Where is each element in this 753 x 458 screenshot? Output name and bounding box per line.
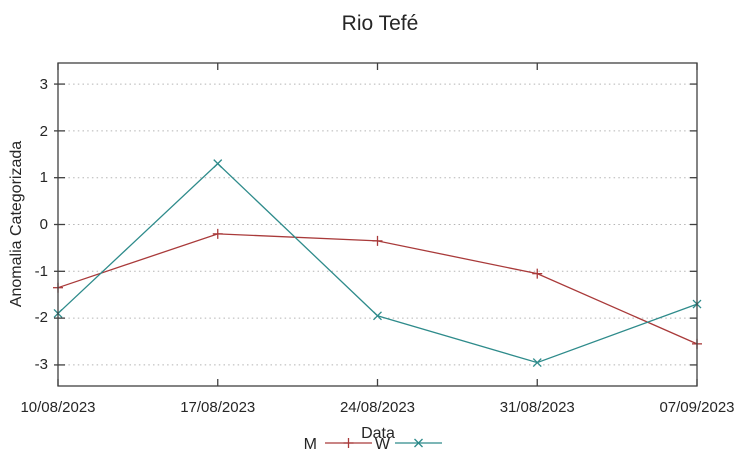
y-tick-label: 0 [40, 216, 48, 233]
y-tick-label: 3 [40, 76, 48, 93]
legend-label-w: W [375, 436, 391, 453]
legend-marker-w [414, 438, 423, 448]
x-tick-label: 10/08/2023 [20, 399, 95, 416]
y-tick-label: -3 [35, 356, 48, 373]
y-tick-label: -1 [35, 263, 48, 280]
series-line-w [57, 162, 698, 364]
data-point-w-1 [213, 159, 223, 169]
chart-geometry [53, 62, 702, 448]
x-tick-label: 31/08/2023 [500, 399, 575, 416]
x-tick-label: 17/08/2023 [180, 399, 255, 416]
series-line-m [57, 233, 698, 345]
x-axis-label: Data [361, 425, 395, 442]
data-point-w-3 [532, 358, 542, 368]
data-point-w-2 [373, 311, 382, 321]
x-tick-label: 07/09/2023 [659, 399, 734, 416]
y-tick-label: -2 [35, 309, 48, 326]
y-tick-label: 1 [40, 169, 48, 186]
y-tick-label: 2 [40, 123, 48, 140]
chart-title: Rio Tefé [342, 12, 419, 35]
legend-label-m: M [304, 436, 317, 453]
y-axis-label: Anomalia Categorizada [8, 141, 25, 307]
x-tick-label: 24/08/2023 [340, 399, 415, 416]
